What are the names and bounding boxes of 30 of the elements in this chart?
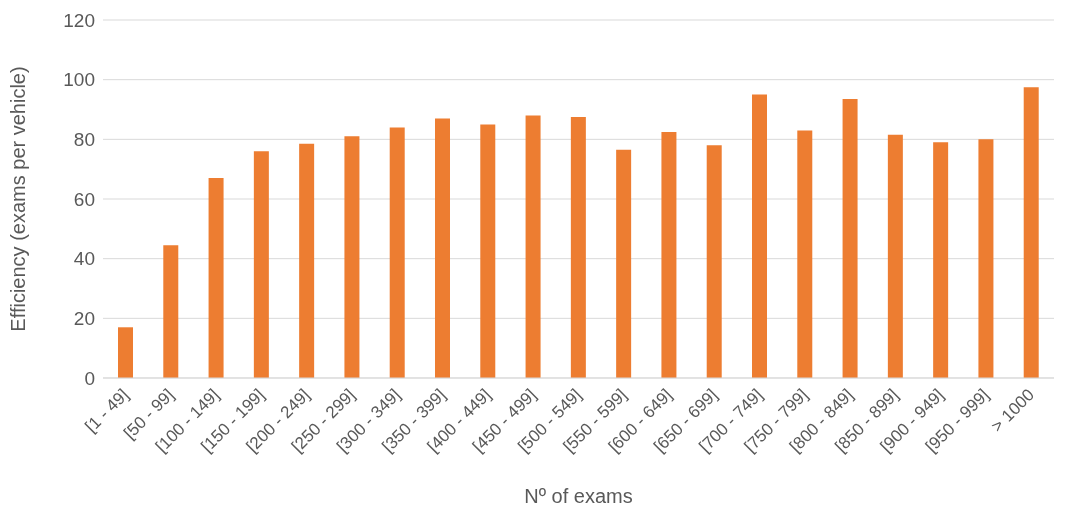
bar bbox=[480, 124, 496, 378]
y-tick-label: 80 bbox=[73, 129, 95, 151]
bar bbox=[616, 149, 632, 378]
bar bbox=[887, 134, 903, 378]
y-tick-label: 20 bbox=[73, 308, 95, 330]
x-axis-title: Nº of exams bbox=[524, 485, 633, 507]
bar bbox=[435, 118, 450, 378]
bar bbox=[208, 178, 224, 378]
bar bbox=[1023, 87, 1039, 378]
y-tick-label: 100 bbox=[63, 69, 95, 91]
bar bbox=[978, 139, 994, 378]
y-tick-label: 40 bbox=[73, 248, 95, 270]
y-tick-label: 0 bbox=[84, 367, 95, 389]
bar bbox=[389, 127, 405, 378]
bar bbox=[253, 151, 269, 378]
bar bbox=[661, 131, 677, 378]
bar bbox=[344, 136, 360, 378]
y-axis-title: Efficiency (exams per vehicle) bbox=[7, 66, 30, 332]
y-tick-label: 60 bbox=[73, 188, 95, 210]
bar bbox=[706, 145, 722, 378]
bar bbox=[163, 245, 179, 378]
bar bbox=[797, 130, 813, 378]
bar bbox=[525, 115, 541, 378]
y-tick-label: 120 bbox=[63, 9, 95, 31]
bar bbox=[299, 143, 315, 378]
bar bbox=[933, 142, 949, 378]
bar bbox=[752, 94, 767, 378]
bar bbox=[570, 116, 586, 378]
bar bbox=[842, 99, 858, 378]
bar bbox=[118, 327, 133, 378]
